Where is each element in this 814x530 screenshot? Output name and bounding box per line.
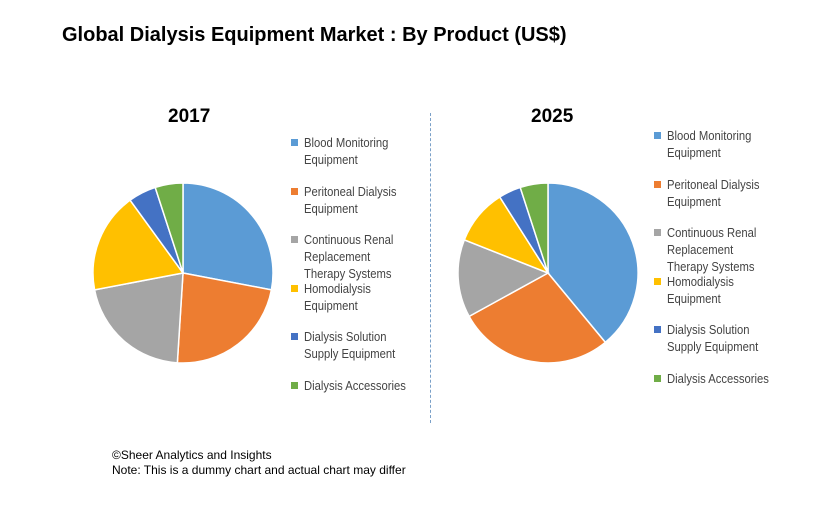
chart-title-2017: 2017 bbox=[168, 106, 211, 127]
legend-label: Dialysis Solution Supply Equipment bbox=[304, 330, 396, 361]
pie-slice bbox=[547, 182, 639, 344]
legend-swatch bbox=[291, 284, 298, 292]
footnote: ©Sheer Analytics and Insights Note: This… bbox=[112, 448, 406, 478]
legend-item: Homodialysis Equipment bbox=[654, 274, 784, 323]
legend-label: Homodialysis Equipment bbox=[667, 274, 734, 306]
pie-slice bbox=[182, 182, 274, 291]
legend-item: Continuous Renal Replacement Therapy Sys… bbox=[654, 225, 784, 274]
legend-label: Continuous Renal Replacement Therapy Sys… bbox=[667, 226, 757, 274]
legend-swatch bbox=[291, 381, 298, 389]
legend-label: Dialysis Accessories bbox=[304, 378, 406, 393]
pie-slice bbox=[176, 272, 273, 364]
legend-2017: Blood Monitoring Equipment Peritoneal Dia… bbox=[291, 135, 421, 426]
legend-swatch bbox=[291, 139, 298, 146]
legend-swatch bbox=[654, 180, 661, 188]
legend-item: Homodialysis Equipment bbox=[291, 281, 421, 330]
legend-item: Blood Monitoring Equipment bbox=[291, 135, 421, 184]
pie-slice bbox=[519, 182, 549, 274]
pie-slice bbox=[154, 182, 184, 274]
legend-label: Dialysis Solution Supply Equipment bbox=[667, 323, 759, 354]
legend-item: Continuous Renal Replacement Therapy Sys… bbox=[291, 232, 421, 281]
legend-label: Blood Monitoring Equipment bbox=[667, 129, 752, 160]
legend-swatch bbox=[654, 277, 661, 285]
pie-slice bbox=[93, 272, 184, 364]
legend-item: Peritoneal Dialysis Equipment bbox=[291, 184, 421, 233]
pie-slice bbox=[468, 272, 607, 364]
legend-swatch bbox=[291, 187, 298, 195]
legend-swatch bbox=[654, 229, 661, 236]
chart-divider bbox=[430, 113, 431, 423]
legend-swatch bbox=[654, 374, 661, 382]
pie-slice bbox=[92, 199, 185, 291]
legend-item: Dialysis Solution Supply Equipment bbox=[291, 329, 421, 378]
legend-label: Peritoneal Dialysis Equipment bbox=[667, 177, 760, 209]
pie-chart-2017 bbox=[92, 182, 274, 364]
legend-label: Blood Monitoring Equipment bbox=[304, 136, 389, 167]
legend-item: Blood Monitoring Equipment bbox=[654, 128, 784, 177]
legend-swatch bbox=[291, 333, 298, 340]
pie-chart-2025 bbox=[457, 182, 639, 364]
legend-item: Peritoneal Dialysis Equipment bbox=[654, 177, 784, 226]
legend-item: Dialysis Solution Supply Equipment bbox=[654, 322, 784, 371]
legend-swatch bbox=[291, 236, 298, 243]
chart-title-2025: 2025 bbox=[531, 106, 574, 127]
page-title: Global Dialysis Equipment Market : By Pr… bbox=[62, 24, 567, 46]
legend-label: Dialysis Accessories bbox=[667, 371, 769, 386]
legend-item: Dialysis Accessories bbox=[654, 371, 784, 420]
disclaimer-note: Note: This is a dummy chart and actual c… bbox=[112, 463, 406, 477]
pie-slice bbox=[457, 238, 550, 318]
legend-swatch bbox=[654, 132, 661, 139]
legend-2025: Blood Monitoring Equipment Peritoneal Dia… bbox=[654, 128, 784, 419]
copyright-text: ©Sheer Analytics and Insights bbox=[112, 448, 272, 462]
legend-label: Homodialysis Equipment bbox=[304, 281, 371, 313]
legend-item: Dialysis Accessories bbox=[291, 378, 421, 427]
legend-label: Peritoneal Dialysis Equipment bbox=[304, 184, 397, 216]
legend-label: Continuous Renal Replacement Therapy Sys… bbox=[304, 233, 394, 281]
legend-swatch bbox=[654, 326, 661, 333]
